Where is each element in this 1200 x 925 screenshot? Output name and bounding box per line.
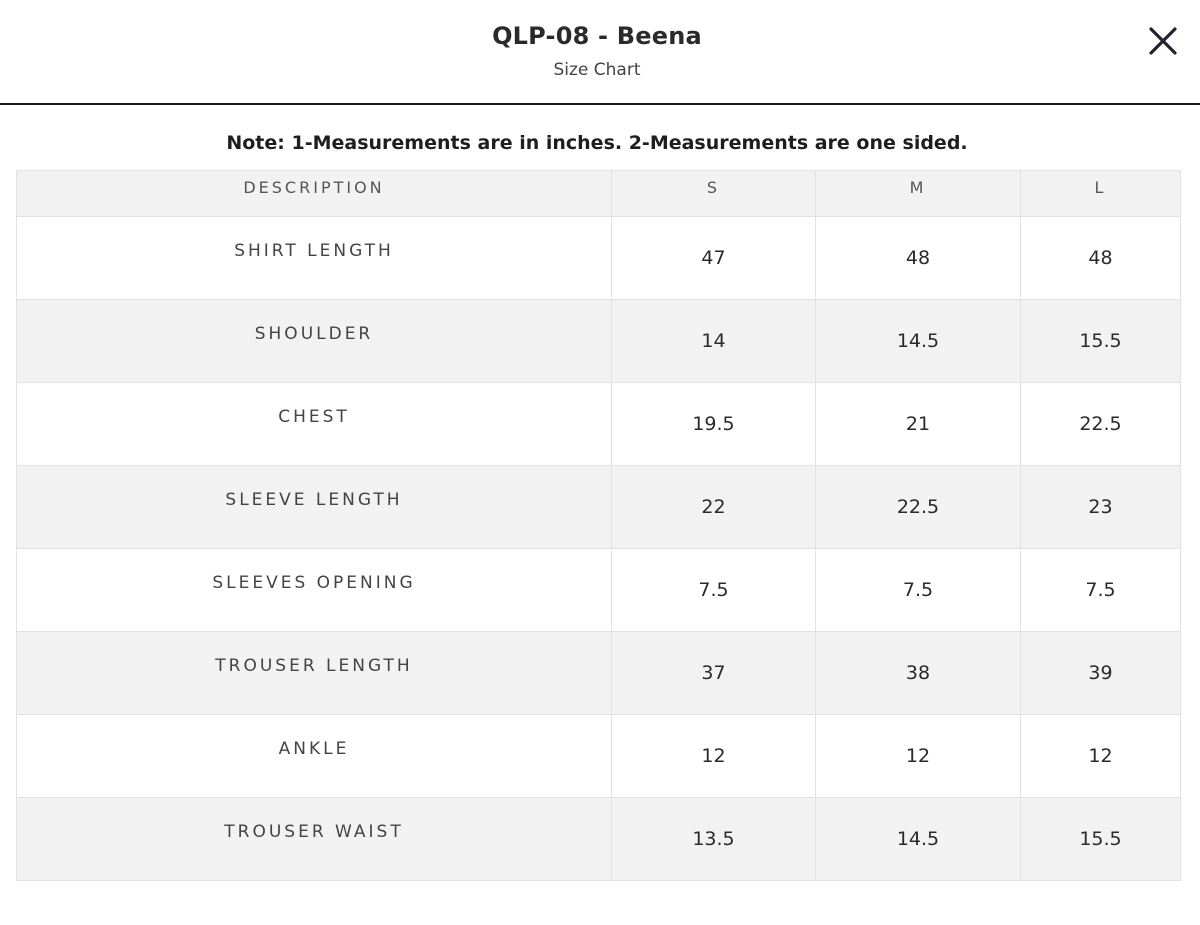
modal-title: QLP-08 - Beena [492, 22, 702, 50]
cell-s: 7.5 [611, 548, 816, 632]
cell-s: 47 [611, 216, 816, 300]
row-label: SLEEVES OPENING [16, 548, 612, 632]
header-size-l: L [1020, 170, 1181, 217]
cell-l: 48 [1020, 216, 1181, 300]
cell-s: 13.5 [611, 797, 816, 881]
cell-l: 23 [1020, 465, 1181, 549]
cell-l: 12 [1020, 714, 1181, 798]
table-header-row: DESCRIPTION S M L [16, 170, 1181, 217]
table-row: TROUSER LENGTH 37 38 39 [16, 631, 1181, 715]
table-row: TROUSER WAIST 13.5 14.5 15.5 [16, 797, 1181, 881]
row-label: TROUSER LENGTH [16, 631, 612, 715]
table-row: SLEEVE LENGTH 22 22.5 23 [16, 465, 1181, 549]
header-size-s: S [611, 170, 816, 217]
modal-header: QLP-08 - Beena Size Chart [0, 0, 1200, 105]
close-button[interactable] [1146, 24, 1180, 58]
table-row: CHEST 19.5 21 22.5 [16, 382, 1181, 466]
cell-m: 22.5 [815, 465, 1021, 549]
cell-m: 7.5 [815, 548, 1021, 632]
row-label: SHIRT LENGTH [16, 216, 612, 300]
cell-m: 38 [815, 631, 1021, 715]
table-row: SHOULDER 14 14.5 15.5 [16, 299, 1181, 383]
measurement-note: Note: 1-Measurements are in inches. 2-Me… [226, 132, 968, 154]
table-row: SLEEVES OPENING 7.5 7.5 7.5 [16, 548, 1181, 632]
size-chart-table: DESCRIPTION S M L SHIRT LENGTH 47 48 48 … [16, 170, 1181, 881]
cell-s: 37 [611, 631, 816, 715]
cell-l: 15.5 [1020, 299, 1181, 383]
cell-m: 21 [815, 382, 1021, 466]
row-label: TROUSER WAIST [16, 797, 612, 881]
cell-s: 14 [611, 299, 816, 383]
cell-s: 19.5 [611, 382, 816, 466]
cell-m: 12 [815, 714, 1021, 798]
row-label: CHEST [16, 382, 612, 466]
cell-m: 14.5 [815, 299, 1021, 383]
table-row: SHIRT LENGTH 47 48 48 [16, 216, 1181, 300]
close-icon[interactable] [1146, 24, 1180, 58]
cell-s: 22 [611, 465, 816, 549]
cell-l: 15.5 [1020, 797, 1181, 881]
cell-m: 14.5 [815, 797, 1021, 881]
row-label: ANKLE [16, 714, 612, 798]
row-label: SLEEVE LENGTH [16, 465, 612, 549]
modal-subtitle: Size Chart [553, 60, 641, 80]
cell-l: 7.5 [1020, 548, 1181, 632]
header-description: DESCRIPTION [16, 170, 612, 217]
cell-l: 39 [1020, 631, 1181, 715]
cell-m: 48 [815, 216, 1021, 300]
header-size-m: M [815, 170, 1021, 217]
cell-l: 22.5 [1020, 382, 1181, 466]
table-row: ANKLE 12 12 12 [16, 714, 1181, 798]
cell-s: 12 [611, 714, 816, 798]
row-label: SHOULDER [16, 299, 612, 383]
